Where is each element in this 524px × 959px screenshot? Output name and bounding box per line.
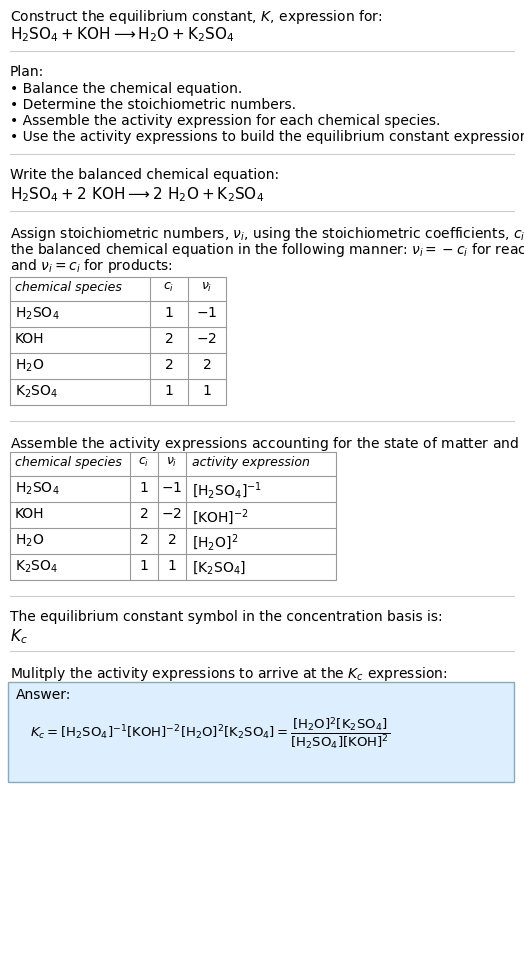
Text: 1: 1 <box>165 384 173 398</box>
Text: Assign stoichiometric numbers, $\nu_i$, using the stoichiometric coefficients, $: Assign stoichiometric numbers, $\nu_i$, … <box>10 225 524 243</box>
Text: $K_c = [\mathrm{H_2SO_4}]^{-1} [\mathrm{KOH}]^{-2} [\mathrm{H_2O}]^{2} [\mathrm{: $K_c = [\mathrm{H_2SO_4}]^{-1} [\mathrm{… <box>30 716 390 752</box>
Text: 1: 1 <box>168 559 177 573</box>
Text: $\mathrm{H_2SO_4 + 2\ KOH \longrightarrow 2\ H_2O + K_2SO_4}$: $\mathrm{H_2SO_4 + 2\ KOH \longrightarro… <box>10 185 264 203</box>
Text: $\nu_i$: $\nu_i$ <box>201 281 213 294</box>
Text: • Determine the stoichiometric numbers.: • Determine the stoichiometric numbers. <box>10 98 296 112</box>
Bar <box>8 682 514 782</box>
Text: $\mathrm{H_2SO_4 + KOH \longrightarrow H_2O + K_2SO_4}$: $\mathrm{H_2SO_4 + KOH \longrightarrow H… <box>10 25 235 44</box>
Text: • Assemble the activity expression for each chemical species.: • Assemble the activity expression for e… <box>10 114 440 128</box>
Text: $\mathrm{H_2O}$: $\mathrm{H_2O}$ <box>15 533 44 550</box>
Text: Write the balanced chemical equation:: Write the balanced chemical equation: <box>10 168 279 182</box>
Text: chemical species: chemical species <box>15 456 122 469</box>
Text: $c_i$: $c_i$ <box>138 456 150 469</box>
Text: 1: 1 <box>165 306 173 320</box>
Text: $[\mathrm{KOH}]^{-2}$: $[\mathrm{KOH}]^{-2}$ <box>192 507 249 526</box>
Text: • Balance the chemical equation.: • Balance the chemical equation. <box>10 82 242 96</box>
Text: 2: 2 <box>165 358 173 372</box>
Text: Assemble the activity expressions accounting for the state of matter and $\nu_i$: Assemble the activity expressions accoun… <box>10 435 524 453</box>
Text: 1: 1 <box>203 384 212 398</box>
Text: Answer:: Answer: <box>16 688 71 702</box>
Text: 1: 1 <box>139 481 148 495</box>
Text: $\mathrm{K_2SO_4}$: $\mathrm{K_2SO_4}$ <box>15 384 58 401</box>
Text: 1: 1 <box>139 559 148 573</box>
Text: $[\mathrm{H_2SO_4}]^{-1}$: $[\mathrm{H_2SO_4}]^{-1}$ <box>192 481 262 502</box>
Text: • Use the activity expressions to build the equilibrium constant expression.: • Use the activity expressions to build … <box>10 130 524 144</box>
Text: $-2$: $-2$ <box>196 332 217 346</box>
Text: $c_i$: $c_i$ <box>163 281 174 294</box>
Text: 2: 2 <box>139 507 148 521</box>
Text: $\mathrm{H_2O}$: $\mathrm{H_2O}$ <box>15 358 44 374</box>
Text: KOH: KOH <box>15 332 45 346</box>
Text: activity expression: activity expression <box>192 456 310 469</box>
Text: 2: 2 <box>165 332 173 346</box>
Text: $\mathrm{K_2SO_4}$: $\mathrm{K_2SO_4}$ <box>15 559 58 575</box>
Text: Plan:: Plan: <box>10 65 44 79</box>
Text: $-2$: $-2$ <box>161 507 182 521</box>
Text: 2: 2 <box>168 533 177 547</box>
Text: 2: 2 <box>139 533 148 547</box>
Text: $-1$: $-1$ <box>196 306 217 320</box>
Text: $K_c$: $K_c$ <box>10 627 28 645</box>
Text: $-1$: $-1$ <box>161 481 183 495</box>
Bar <box>10 277 226 405</box>
Text: KOH: KOH <box>15 507 45 521</box>
Text: Construct the equilibrium constant, $K$, expression for:: Construct the equilibrium constant, $K$,… <box>10 8 383 26</box>
Text: $[\mathrm{H_2O}]^{2}$: $[\mathrm{H_2O}]^{2}$ <box>192 533 238 553</box>
Text: chemical species: chemical species <box>15 281 122 294</box>
Text: The equilibrium constant symbol in the concentration basis is:: The equilibrium constant symbol in the c… <box>10 610 443 624</box>
Text: $\mathrm{H_2SO_4}$: $\mathrm{H_2SO_4}$ <box>15 481 60 498</box>
Text: 2: 2 <box>203 358 211 372</box>
Text: $[\mathrm{K_2SO_4}]$: $[\mathrm{K_2SO_4}]$ <box>192 559 246 575</box>
Text: $\mathrm{H_2SO_4}$: $\mathrm{H_2SO_4}$ <box>15 306 60 322</box>
Text: Mulitply the activity expressions to arrive at the $K_c$ expression:: Mulitply the activity expressions to arr… <box>10 665 447 683</box>
Text: $\nu_i$: $\nu_i$ <box>166 456 178 469</box>
Text: and $\nu_i = c_i$ for products:: and $\nu_i = c_i$ for products: <box>10 257 173 275</box>
Bar <box>10 452 336 580</box>
Text: the balanced chemical equation in the following manner: $\nu_i = -c_i$ for react: the balanced chemical equation in the fo… <box>10 241 524 259</box>
